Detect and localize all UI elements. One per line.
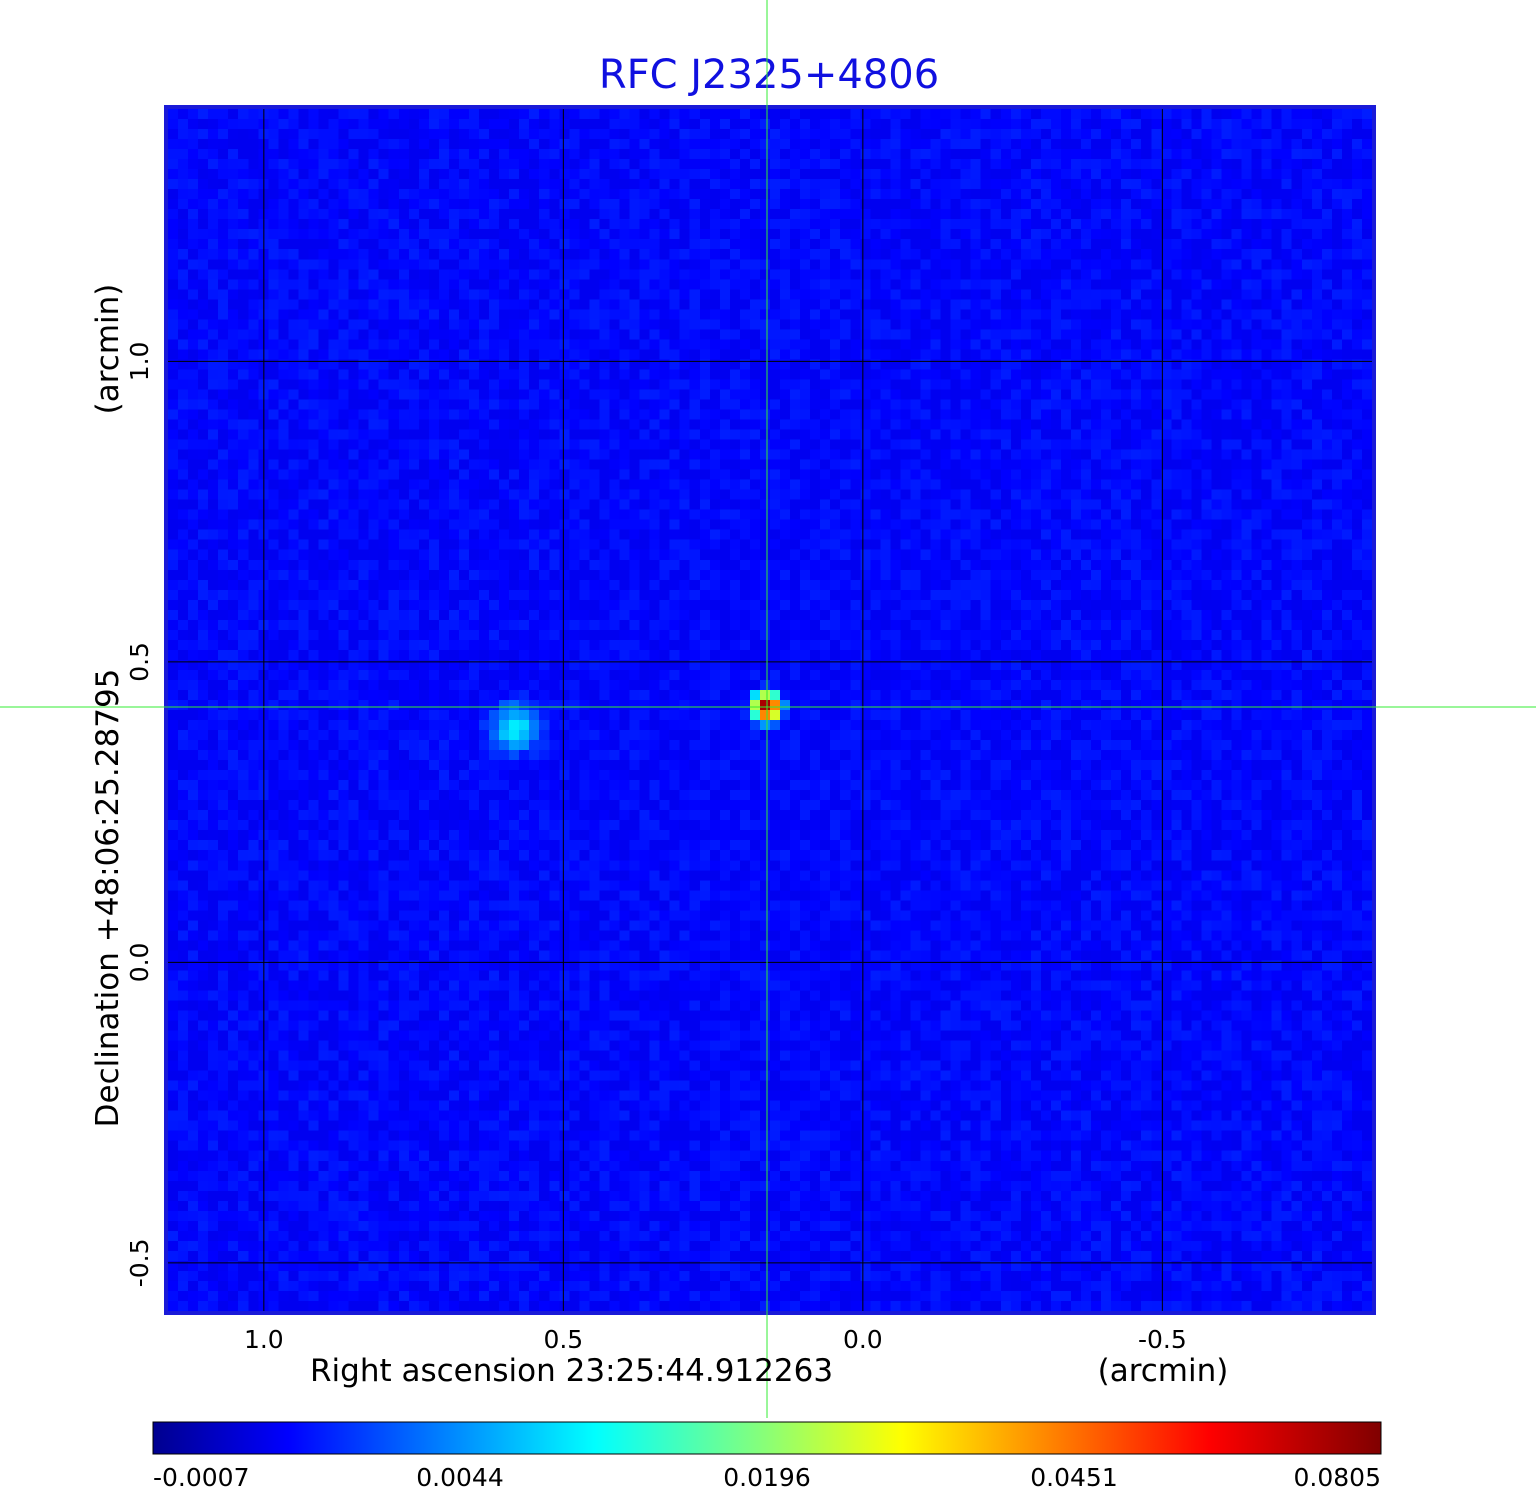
axis-ticks: 1.0 0.5 0.0 -0.5 1.0 0.5 0.0 -0.5 <box>125 342 1187 1354</box>
colorbar-tick-labels: -0.0007 0.0044 0.0196 0.0451 0.0805 <box>153 1463 1381 1492</box>
intensity-map <box>168 109 1372 1311</box>
x-axis-unit: (arcmin) <box>1098 1353 1229 1389</box>
crosshair <box>0 0 1536 1418</box>
x-axis-label: Right ascension 23:25:44.912263 <box>310 1353 833 1389</box>
y-tick-label: 0.5 <box>125 642 154 682</box>
coordinate-grid <box>168 109 1372 1311</box>
colorbar-tick-label: 0.0451 <box>1030 1463 1117 1492</box>
chart-title: RFC J2325+4806 <box>599 52 939 98</box>
y-tick-label: 1.0 <box>125 342 154 382</box>
colorbar-tick-label: 0.0044 <box>416 1463 503 1492</box>
colorbar-tick-label: 0.0196 <box>723 1463 810 1492</box>
colorbar-tick-label: 0.0805 <box>1294 1463 1381 1492</box>
y-tick-label: -0.5 <box>125 1239 154 1288</box>
colorbar: -0.0007 0.0044 0.0196 0.0451 0.0805 <box>152 1421 1382 1492</box>
x-tick-label: 0.0 <box>843 1325 883 1354</box>
image-frame <box>164 105 1376 1315</box>
y-axis-label: Declination +48:06:25.28795 <box>90 669 126 1128</box>
colorbar-gradient <box>152 1421 1382 1455</box>
y-tick-label: 0.0 <box>125 943 154 983</box>
x-tick-label: 1.0 <box>244 1325 284 1354</box>
x-tick-label: 0.5 <box>543 1325 583 1354</box>
x-tick-label: -0.5 <box>1138 1325 1187 1354</box>
colorbar-tick-label: -0.0007 <box>153 1463 250 1492</box>
y-axis-unit: (arcmin) <box>90 284 126 415</box>
plot-border <box>164 105 1376 1315</box>
